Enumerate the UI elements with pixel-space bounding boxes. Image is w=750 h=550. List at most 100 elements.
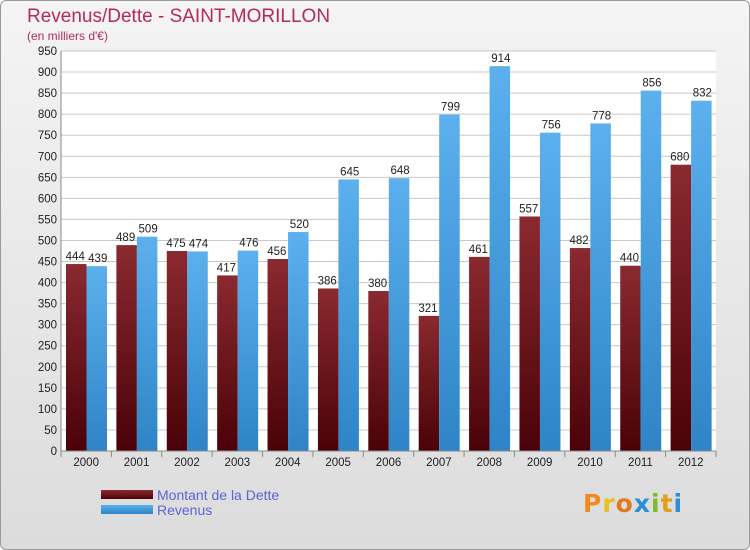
- bar-debt: [670, 164, 692, 451]
- bar-revenue: [86, 266, 107, 451]
- y-tick-label: 900: [38, 67, 57, 79]
- logo-letter: i: [651, 489, 661, 518]
- bar-revenue: [439, 114, 460, 451]
- logo-letter: P: [583, 489, 603, 518]
- value-label-debt: 440: [620, 253, 639, 265]
- y-tick-label: 950: [38, 46, 57, 58]
- y-tick-label: 250: [38, 341, 57, 353]
- y-tick-label: 350: [38, 299, 57, 311]
- legend-label-debt: Montant de la Dette: [157, 487, 280, 503]
- value-label-revenue: 439: [88, 253, 107, 265]
- chart-title: Revenus/Dette - SAINT-MORILLON: [27, 6, 331, 27]
- bar-revenue: [338, 179, 359, 451]
- logo-letter: x: [633, 489, 651, 518]
- value-label-debt: 444: [66, 251, 86, 263]
- bar-debt: [267, 259, 289, 451]
- y-tick-label: 100: [38, 404, 57, 416]
- bar-revenue: [136, 236, 158, 451]
- bar-revenue: [539, 132, 561, 451]
- y-tick-label: 800: [38, 109, 57, 121]
- value-label-revenue: 856: [642, 78, 661, 90]
- x-tick-label: 2003: [225, 457, 251, 469]
- value-label-revenue: 520: [290, 219, 309, 231]
- y-tick-label: 400: [38, 278, 57, 290]
- value-label-debt: 456: [267, 246, 286, 258]
- y-tick-label: 700: [38, 151, 57, 163]
- bar-revenue: [237, 250, 259, 451]
- bar-debt: [317, 288, 339, 451]
- bar-debt: [368, 291, 389, 451]
- bar-debt: [469, 256, 490, 451]
- logo-letter: t: [660, 489, 674, 518]
- value-label-debt: 680: [670, 152, 689, 164]
- bar-debt: [620, 265, 641, 451]
- value-label-debt: 417: [217, 262, 236, 274]
- value-label-debt: 380: [368, 278, 387, 290]
- value-label-revenue: 476: [239, 238, 258, 250]
- bar-revenue: [288, 232, 309, 451]
- bar-revenue: [187, 251, 208, 451]
- value-label-revenue: 778: [592, 110, 611, 122]
- value-label-revenue: 756: [542, 120, 561, 132]
- value-label-revenue: 648: [390, 165, 409, 177]
- bar-debt: [116, 245, 137, 451]
- x-tick-label: 2009: [527, 457, 553, 469]
- y-tick-label: 200: [38, 362, 57, 374]
- value-label-debt: 557: [519, 203, 538, 215]
- x-tick-label: 2007: [426, 457, 452, 469]
- value-label-revenue: 474: [189, 238, 209, 250]
- y-tick-label: 50: [44, 425, 57, 437]
- logo-letter: i: [673, 489, 684, 518]
- y-tick-label: 550: [38, 214, 57, 226]
- bar-debt: [519, 216, 540, 451]
- bar-revenue: [388, 178, 410, 451]
- bar-debt: [217, 275, 238, 451]
- legend-label-revenue: Revenus: [157, 502, 213, 518]
- x-tick-label: 2000: [73, 457, 99, 469]
- value-label-debt: 482: [570, 235, 589, 247]
- y-tick-label: 850: [38, 88, 57, 100]
- x-tick-label: 2005: [325, 457, 351, 469]
- y-tick-label: 150: [38, 383, 57, 395]
- value-label-revenue: 799: [441, 102, 460, 114]
- y-tick-label: 650: [38, 172, 57, 184]
- y-tick-label: 300: [38, 320, 57, 332]
- bar-revenue: [489, 66, 511, 451]
- legend-swatch-debt: [101, 490, 153, 499]
- y-tick-label: 500: [38, 235, 57, 247]
- x-tick-label: 2008: [476, 457, 502, 469]
- x-tick-label: 2004: [275, 457, 301, 469]
- logo-letter: o: [615, 489, 634, 518]
- x-tick-label: 2012: [678, 457, 704, 469]
- x-tick-label: 2002: [174, 457, 200, 469]
- value-label-debt: 321: [418, 303, 437, 315]
- proxiti-logo: Proxiti: [583, 489, 683, 518]
- bar-revenue: [691, 100, 712, 452]
- bar-debt: [166, 251, 188, 451]
- value-label-debt: 461: [469, 244, 488, 256]
- y-tick-label: 600: [38, 193, 57, 205]
- value-label-debt: 475: [166, 238, 185, 250]
- bar-revenue: [590, 123, 611, 451]
- x-tick-label: 2006: [376, 457, 402, 469]
- x-tick-label: 2010: [577, 457, 603, 469]
- value-label-revenue: 832: [693, 88, 712, 100]
- x-tick-label: 2011: [628, 457, 653, 469]
- logo-letter: r: [602, 489, 616, 518]
- value-label-revenue: 509: [139, 224, 158, 236]
- x-tick-label: 2001: [124, 457, 150, 469]
- value-label-revenue: 645: [340, 166, 359, 178]
- value-label-debt: 386: [318, 275, 337, 287]
- value-label-debt: 489: [116, 232, 135, 244]
- bar-debt: [569, 248, 591, 451]
- bar-revenue: [640, 90, 662, 451]
- value-label-revenue: 914: [491, 53, 511, 65]
- bar-debt: [418, 315, 440, 451]
- chart-subtitle: (en milliers d'€): [27, 29, 108, 43]
- y-tick-label: 750: [38, 130, 57, 142]
- y-tick-label: 0: [51, 446, 57, 458]
- y-tick-label: 450: [38, 257, 57, 269]
- bar-debt: [66, 264, 87, 451]
